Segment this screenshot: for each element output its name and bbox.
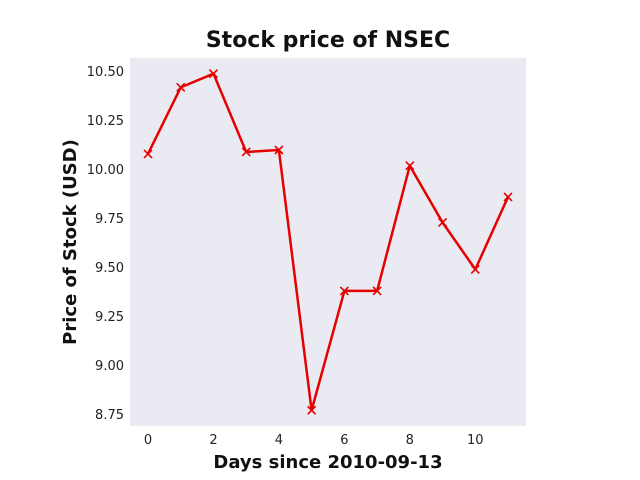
x-axis-label: Days since 2010-09-13 bbox=[213, 452, 442, 473]
y-axis-label: Price of Stock (USD) bbox=[60, 139, 81, 345]
data-markers bbox=[143, 69, 513, 415]
y-tick-label: 10.25 bbox=[87, 114, 124, 129]
x-tick-label: 2 bbox=[209, 433, 217, 448]
y-tick-label: 10.00 bbox=[87, 163, 124, 178]
x-axis-ticks: 0 2 4 6 8 10 bbox=[144, 433, 484, 448]
y-tick-label: 9.75 bbox=[95, 212, 124, 227]
data-point bbox=[176, 82, 186, 92]
x-tick-label: 0 bbox=[144, 433, 152, 448]
data-point bbox=[241, 147, 251, 157]
y-tick-label: 10.50 bbox=[87, 65, 124, 80]
plot-area bbox=[130, 58, 526, 426]
data-point bbox=[372, 286, 382, 296]
data-point bbox=[208, 69, 219, 79]
data-point bbox=[143, 149, 153, 159]
data-point bbox=[503, 192, 513, 202]
x-tick-label: 6 bbox=[340, 433, 348, 448]
data-point bbox=[339, 286, 349, 296]
chart-title: Stock price of NSEC bbox=[206, 28, 450, 53]
x-tick-label: 4 bbox=[275, 433, 283, 448]
data-point bbox=[470, 264, 480, 274]
data-point bbox=[307, 405, 317, 415]
x-tick-label: 8 bbox=[406, 433, 414, 448]
y-tick-label: 9.00 bbox=[95, 359, 124, 374]
y-tick-label: 9.25 bbox=[95, 310, 124, 325]
x-tick-label: 10 bbox=[467, 433, 484, 448]
y-axis-ticks: 8.75 9.00 9.25 9.50 9.75 10.00 10.25 10.50 bbox=[87, 65, 124, 423]
y-tick-label: 9.50 bbox=[95, 261, 124, 276]
data-point bbox=[274, 145, 284, 155]
series-line bbox=[146, 72, 510, 412]
data-point bbox=[437, 217, 448, 227]
y-tick-label: 8.75 bbox=[95, 408, 124, 423]
data-point bbox=[405, 161, 415, 171]
